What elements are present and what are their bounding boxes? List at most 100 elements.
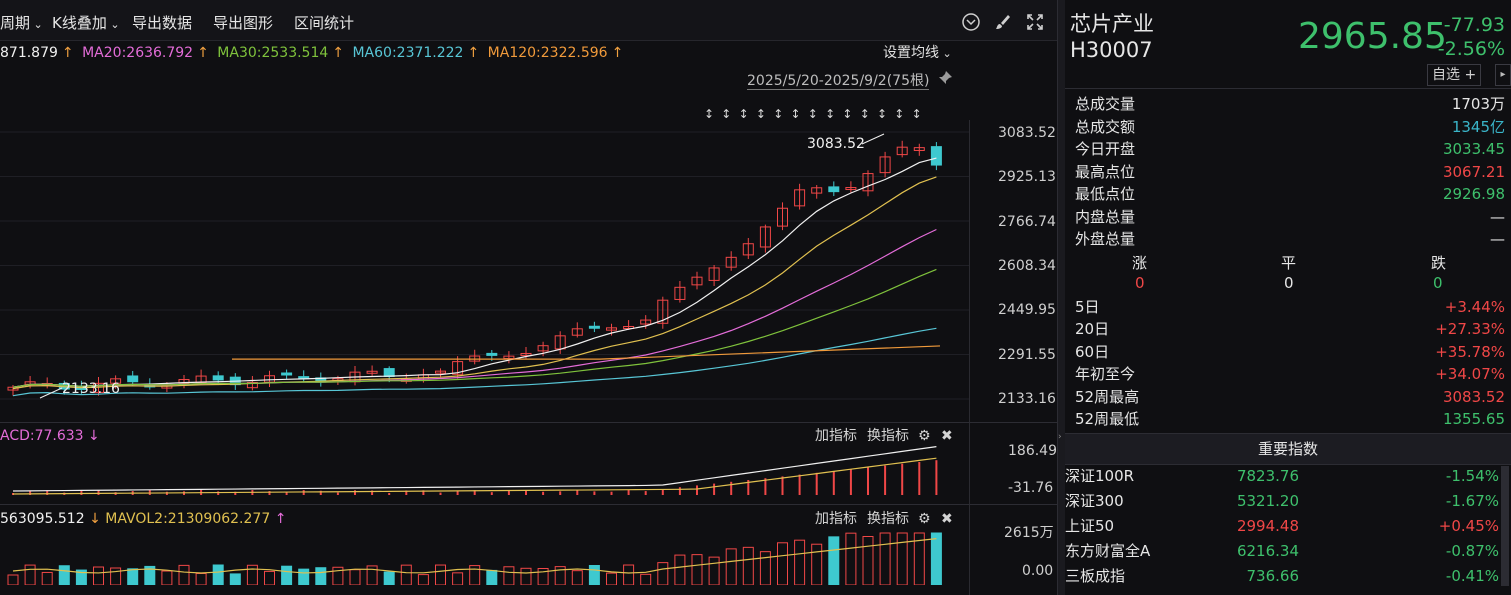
- overlay-menu[interactable]: K线叠加 ⌄: [52, 0, 120, 40]
- candle-body: [828, 186, 840, 193]
- volume-chart: [7, 532, 942, 585]
- stat-label: 最高点位: [1075, 163, 1136, 181]
- candlestick-chart[interactable]: ↕ ↕ ↕ ↕ ↕ ↕ ↕ ↕ ↕ ↕ ↕ ↕ ↕: [0, 96, 970, 422]
- macd-title: ACD:77.633 ↓: [0, 426, 100, 446]
- ma10-value: 871.879: [0, 45, 58, 61]
- instrument-name: 芯片产业: [1070, 12, 1154, 36]
- index-row[interactable]: 深证300 5321.20 -1.67%: [1065, 489, 1511, 514]
- arrow-up-icon: ↑: [61, 45, 74, 61]
- perf-label: 年初至今: [1075, 365, 1136, 383]
- volume-bar: [811, 543, 823, 585]
- signal-marker-icon: ↕: [877, 107, 887, 121]
- scrollbar[interactable]: [1501, 466, 1509, 586]
- volume-bar: [862, 536, 874, 585]
- close-icon[interactable]: ✖: [941, 428, 953, 444]
- volume-bar: [845, 532, 857, 585]
- chart-toolbar: 周期 ⌄ K线叠加 ⌄ 导出数据 导出图形 区间统计: [0, 0, 1057, 41]
- volume-bar: [7, 574, 19, 585]
- date-range[interactable]: 2025/5/20-2025/9/2(75根): [747, 70, 930, 92]
- volume-bar: [400, 564, 412, 585]
- arrow-down-icon: ↓: [88, 428, 100, 444]
- overlay-label: K线叠加: [52, 14, 107, 32]
- panel-separator: [0, 422, 1057, 423]
- index-value: 5321.20: [1236, 492, 1299, 510]
- volume-bar: [178, 564, 190, 585]
- breadth-up-value: 0: [1135, 274, 1145, 292]
- candle-body: [588, 325, 600, 329]
- price-axis-label: 2449.95: [998, 302, 1056, 318]
- volume-bar: [742, 546, 754, 585]
- close-icon[interactable]: ✖: [941, 511, 953, 527]
- volume-bar: [383, 571, 395, 585]
- index-value: 2994.48: [1236, 517, 1299, 535]
- volume-add-indicator[interactable]: 加指标: [815, 511, 857, 527]
- index-row[interactable]: 三板成指 736.66 -0.41%: [1065, 564, 1511, 589]
- signal-marker-icon: ↕: [825, 107, 835, 121]
- price-change: -77.93: [1443, 14, 1505, 36]
- ma120-line: [232, 345, 941, 360]
- index-pct: -0.41%: [1445, 567, 1499, 585]
- volume-bar: [58, 565, 70, 585]
- price-axis-label: 2608.34: [998, 258, 1056, 274]
- stat-row: 总成交量 1703万: [1075, 93, 1505, 115]
- dropdown-arrow-icon[interactable]: ▸: [1495, 64, 1511, 86]
- candle-body: [93, 382, 104, 393]
- volume-bar: [110, 567, 122, 585]
- volume-bar: [571, 570, 583, 585]
- volume-switch-indicator[interactable]: 换指标: [867, 511, 909, 527]
- volume-bar: [503, 566, 515, 585]
- volume-bar: [777, 542, 788, 585]
- stat-value: —: [1490, 208, 1505, 226]
- fullscreen-icon[interactable]: [1024, 12, 1046, 34]
- export-chart-button[interactable]: 导出图形: [213, 14, 274, 32]
- brush-icon[interactable]: [992, 12, 1014, 34]
- macd-axis-label: 186.49: [1008, 443, 1057, 459]
- volume-axis-label: 0.00: [1022, 563, 1054, 579]
- collapse-icon[interactable]: [960, 12, 982, 34]
- pin-icon[interactable]: [937, 70, 953, 90]
- index-row[interactable]: 深证100R 7823.76 -1.54%: [1065, 464, 1511, 489]
- arrow-up-icon: ↑: [611, 45, 624, 61]
- index-pct: -1.67%: [1445, 492, 1499, 510]
- ma-line: [12, 176, 937, 390]
- index-value: 7823.76: [1236, 467, 1299, 485]
- index-value: 6216.34: [1236, 542, 1299, 560]
- candle-body: [503, 355, 515, 360]
- candle-body: [845, 187, 857, 191]
- period-menu[interactable]: 周期 ⌄: [0, 0, 43, 40]
- dea-line: [12, 457, 937, 495]
- perf-label: 60日: [1075, 343, 1110, 361]
- watchlist-button[interactable]: 自选 +: [1427, 64, 1482, 86]
- perf-label: 52周最低: [1075, 410, 1140, 428]
- stat-row: 最高点位 3067.21: [1075, 161, 1505, 183]
- macd-add-indicator[interactable]: 加指标: [815, 428, 857, 444]
- index-name: 东方财富全A: [1065, 542, 1151, 560]
- settings-ma-button[interactable]: 设置均线 ⌄: [883, 42, 952, 65]
- gear-icon[interactable]: ⚙: [918, 511, 931, 527]
- candle-body: [537, 345, 549, 352]
- signal-marker-icon: ↕: [791, 107, 801, 121]
- stat-label: 总成交额: [1075, 118, 1136, 136]
- candle-body: [640, 319, 652, 325]
- index-row[interactable]: 东方财富全A 6216.34 -0.87%: [1065, 539, 1511, 564]
- perf-row: 60日 +35.78%: [1075, 341, 1505, 363]
- signal-marker-icon: ↕: [721, 107, 731, 121]
- stat-value: 3033.45: [1442, 140, 1505, 158]
- range-stats-button[interactable]: 区间统计: [294, 14, 355, 32]
- volume-bar: [144, 565, 156, 585]
- price-axis-label: 2766.74: [998, 214, 1056, 230]
- index-row[interactable]: 上证50 2994.48 +0.45%: [1065, 514, 1511, 539]
- instrument-code: H30007: [1070, 38, 1153, 62]
- signal-marker-icon: ↕: [912, 107, 922, 121]
- signal-marker-icon: ↕: [773, 107, 783, 121]
- candle-body: [708, 267, 720, 281]
- volume-bar: [93, 566, 104, 585]
- volume-bar: [281, 565, 293, 585]
- period-label: 周期: [0, 14, 31, 32]
- gear-icon[interactable]: ⚙: [918, 428, 931, 444]
- ma60-value: MA60:2371.222: [352, 45, 464, 61]
- signal-marker-icon: ↕: [860, 107, 870, 121]
- export-data-button[interactable]: 导出数据: [132, 14, 193, 32]
- stat-row: 外盘总量 —: [1075, 228, 1505, 250]
- macd-switch-indicator[interactable]: 换指标: [867, 428, 909, 444]
